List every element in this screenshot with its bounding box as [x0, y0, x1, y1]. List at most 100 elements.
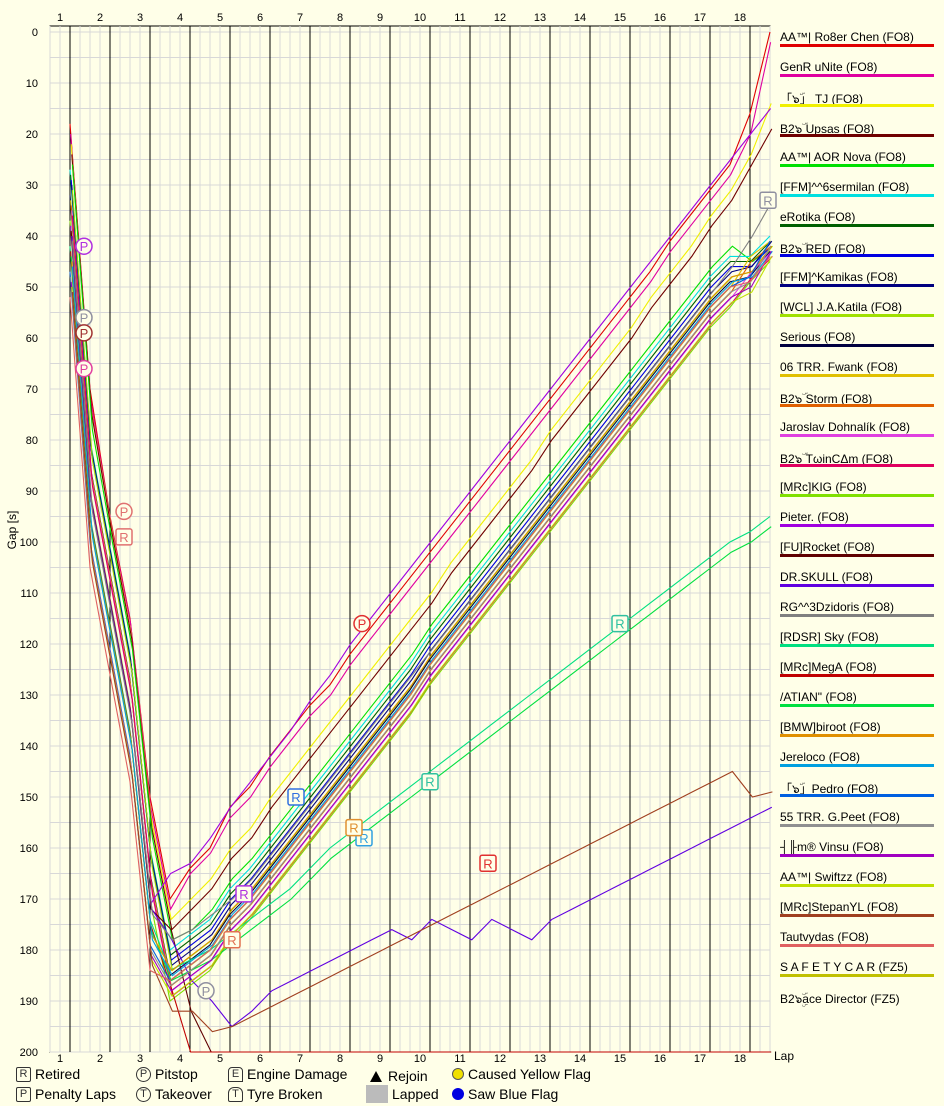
y-tick-label: 190	[20, 996, 38, 1008]
svg-text:R: R	[239, 887, 248, 902]
x-tick-label-top: 6	[257, 12, 263, 24]
retired-marker: R	[759, 191, 777, 210]
legend-entry: B2๖ۣۜace Director (FZ5)	[776, 986, 938, 1016]
series-line	[70, 42, 772, 911]
legend-entry-label: 55 TRR. G.Peet (FO8)	[780, 810, 900, 824]
series-lines	[69, 31, 773, 1053]
retired-marker: R	[345, 818, 363, 837]
legend-entry: [FFM]^Kamikas (FO8)	[776, 266, 938, 296]
legend-swatch	[780, 224, 934, 227]
legend-swatch	[780, 494, 934, 497]
blue-flag-icon	[452, 1088, 464, 1100]
key-retired: R Retired	[16, 1066, 80, 1082]
x-tick-label-bottom: 7	[297, 1053, 303, 1065]
x-tick-label-bottom: 2	[97, 1053, 103, 1065]
svg-text:R: R	[763, 193, 772, 208]
series-line	[71, 256, 773, 997]
key-saw-blue-label: Saw Blue Flag	[468, 1086, 559, 1102]
y-tick-label: 200	[20, 1047, 38, 1059]
x-tick-label-top: 18	[734, 12, 746, 24]
key-pitstop-label: Pitstop	[155, 1066, 198, 1082]
x-tick-label-top: 9	[377, 12, 383, 24]
legend-swatch	[780, 914, 934, 917]
x-tick-label-top: 8	[337, 12, 343, 24]
legend-swatch	[780, 434, 934, 437]
legend-entry: [FU]Rocket (FO8)	[776, 536, 938, 566]
legend-entry: 「๖ۣۜ」Pedro (FO8)	[776, 776, 938, 806]
legend-entry: ┤╟m® Vinsu (FO8)	[776, 836, 938, 866]
series-line	[70, 251, 772, 992]
x-tick-label-bottom: 17	[694, 1053, 706, 1065]
retired-marker: R	[115, 528, 133, 546]
legend-entry-label: [WCL] J.A.Katila (FO8)	[780, 300, 903, 314]
legend-entry-label: ┤╟m® Vinsu (FO8)	[780, 840, 884, 854]
series-line	[71, 250, 773, 977]
key-rejoin-label: Rejoin	[388, 1068, 428, 1084]
retired-marker: R	[235, 885, 253, 903]
legend-swatch	[780, 164, 934, 167]
series-line	[71, 292, 773, 1033]
legend-swatch	[780, 44, 934, 47]
svg-text:R: R	[483, 856, 492, 871]
x-tick-label-top: 10	[414, 12, 426, 24]
y-tick-label: 150	[20, 792, 38, 804]
svg-text:P: P	[202, 984, 211, 999]
legend-entry-label: [FU]Rocket (FO8)	[780, 540, 875, 554]
legend-swatch	[780, 74, 934, 77]
x-tick-label-top: 16	[654, 12, 666, 24]
legend-swatch	[780, 674, 934, 677]
legend-entry: 「๖ۣۜ」 TJ (FO8)	[776, 86, 938, 116]
legend-entry-label: [FFM]^Kamikas (FO8)	[780, 270, 898, 284]
y-tick-label: 0	[32, 27, 38, 39]
legend-entry: 55 TRR. G.Peet (FO8)	[776, 806, 938, 836]
legend-entry: [MRc]MegA (FO8)	[776, 656, 938, 686]
key-penalty-laps: P Penalty Laps	[16, 1086, 116, 1102]
legend-entry: B2๖ۣۜ RED (FO8)	[776, 236, 938, 266]
legend-entry-label: Serious (FO8)	[780, 330, 856, 344]
legend-entry: B2๖ۣۜ TωinCΔm (FO8)	[776, 446, 938, 476]
y-tick-label: 30	[26, 180, 38, 192]
legend-swatch	[780, 974, 934, 977]
legend-entry-label: S A F E T Y C A R (FZ5)	[780, 960, 908, 974]
y-tick-label: 180	[20, 945, 38, 957]
svg-text:P: P	[80, 362, 89, 377]
legend-entry-label: Jaroslav Dohnalík (FO8)	[780, 420, 911, 434]
y-tick-label: 120	[20, 639, 38, 651]
retired-marker: R	[611, 614, 629, 633]
svg-text:R: R	[425, 775, 434, 790]
svg-text:R: R	[349, 821, 358, 836]
key-engine-damage-label: Engine Damage	[247, 1066, 348, 1082]
legend-entry-label: B2๖ۣۜ Upsas (FO8)	[780, 122, 875, 136]
key-lapped: Lapped	[366, 1085, 439, 1103]
legend-entry: Pieter. (FO8)	[776, 506, 938, 536]
legend-swatch	[780, 734, 934, 737]
key-saw-blue: Saw Blue Flag	[452, 1086, 558, 1102]
retired-marker: R	[287, 788, 305, 806]
key-tyre-broken: T Tyre Broken	[228, 1086, 322, 1102]
legend-entry-label: B2๖ۣۜ Storm (FO8)	[780, 392, 873, 406]
series-line	[70, 103, 772, 921]
legend-entry: Tautvydas (FO8)	[776, 926, 938, 956]
series-line	[70, 245, 772, 987]
legend-swatch	[780, 554, 934, 557]
legend-swatch	[780, 284, 934, 287]
y-tick-label: 170	[20, 894, 38, 906]
legend-entry-label: eRotika (FO8)	[780, 210, 856, 224]
legend-entry-label: 「๖ۣۜ」 TJ (FO8)	[780, 92, 863, 106]
pitstop-marker: P	[75, 308, 93, 327]
legend-swatch	[780, 344, 934, 347]
x-tick-labels-bottom: 1 2 3 4 5 6 7 8 9 10 11 12 13 14 15 16 17 18	[57, 1053, 746, 1065]
series-line	[71, 128, 773, 931]
x-tick-label-bottom: 1	[57, 1053, 63, 1065]
key-pitstop: P Pitstop	[136, 1066, 198, 1082]
x-tick-label-bottom: 4	[177, 1053, 183, 1065]
legend-swatch	[780, 764, 934, 767]
x-tick-labels-top: 1 2 3 4 5 6 7 8 9 10 11 12 13 14 15 16 17 18	[57, 12, 746, 24]
legend-entry-label: B2๖ۣۜ RED (FO8)	[780, 242, 866, 256]
series-line	[69, 256, 771, 982]
legend-entry: /ATIAN" (FO8)	[776, 686, 938, 716]
symbol-key: R Retired P Pitstop E Engine Damage Rejo…	[14, 1064, 774, 1106]
y-tick-label: 50	[26, 282, 38, 294]
